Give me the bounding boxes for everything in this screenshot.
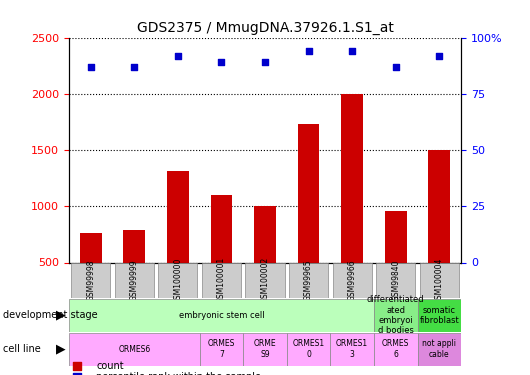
Bar [385, 211, 407, 319]
Point [304, 48, 313, 54]
FancyBboxPatch shape [69, 333, 200, 366]
FancyBboxPatch shape [200, 333, 243, 366]
Point [392, 64, 400, 70]
FancyBboxPatch shape [374, 299, 418, 332]
Text: ORMES
7: ORMES 7 [208, 339, 235, 359]
Text: embryonic stem cell: embryonic stem cell [179, 311, 264, 320]
Text: GSM100001: GSM100001 [217, 257, 226, 303]
Bar [80, 233, 102, 319]
Bar [167, 171, 189, 319]
Text: ▶: ▶ [56, 309, 66, 322]
Text: GSM100000: GSM100000 [173, 257, 182, 303]
Text: ORMES1
3: ORMES1 3 [336, 339, 368, 359]
Text: development stage: development stage [3, 310, 98, 320]
Text: ORMES6: ORMES6 [118, 345, 151, 354]
Bar [298, 124, 320, 319]
Text: ORMES1
0: ORMES1 0 [293, 339, 325, 359]
Point [73, 363, 81, 369]
FancyBboxPatch shape [289, 262, 328, 298]
Point [86, 64, 95, 70]
FancyBboxPatch shape [69, 299, 374, 332]
Text: GSM99998: GSM99998 [86, 260, 95, 301]
Text: GSM100002: GSM100002 [261, 257, 269, 303]
Text: not appli
cable: not appli cable [422, 339, 456, 359]
Point [435, 53, 444, 58]
Point [348, 48, 356, 54]
Text: ORME
S9: ORME S9 [254, 339, 276, 359]
FancyBboxPatch shape [330, 333, 374, 366]
Text: GSM99966: GSM99966 [348, 260, 357, 301]
Text: somatic
fibroblast: somatic fibroblast [419, 306, 459, 325]
Point [130, 64, 138, 70]
Text: percentile rank within the sample: percentile rank within the sample [96, 372, 261, 375]
FancyBboxPatch shape [332, 262, 372, 298]
FancyBboxPatch shape [245, 262, 285, 298]
FancyBboxPatch shape [114, 262, 154, 298]
Title: GDS2375 / MmugDNA.37926.1.S1_at: GDS2375 / MmugDNA.37926.1.S1_at [137, 21, 393, 35]
FancyBboxPatch shape [158, 262, 198, 298]
Bar [341, 94, 363, 319]
FancyBboxPatch shape [374, 333, 418, 366]
FancyBboxPatch shape [287, 333, 330, 366]
FancyBboxPatch shape [71, 262, 110, 298]
Text: ▶: ▶ [56, 343, 66, 355]
Text: differentiated
ated
embryoi
d bodies: differentiated ated embryoi d bodies [367, 295, 425, 336]
FancyBboxPatch shape [420, 262, 459, 298]
Text: count: count [96, 361, 124, 370]
FancyBboxPatch shape [243, 333, 287, 366]
Text: GSM99840: GSM99840 [391, 260, 400, 301]
Bar [254, 206, 276, 319]
FancyBboxPatch shape [376, 262, 416, 298]
Text: cell line: cell line [3, 344, 40, 354]
Bar [210, 195, 232, 319]
Bar [428, 150, 450, 319]
FancyBboxPatch shape [418, 333, 461, 366]
FancyBboxPatch shape [418, 299, 461, 332]
Text: ORMES
6: ORMES 6 [382, 339, 409, 359]
Point [73, 374, 81, 375]
Text: GSM100004: GSM100004 [435, 257, 444, 303]
Point [261, 59, 269, 65]
Text: GSM99999: GSM99999 [130, 260, 139, 301]
Point [217, 59, 226, 65]
Bar [123, 230, 145, 319]
Text: GSM99965: GSM99965 [304, 260, 313, 301]
Point [174, 53, 182, 58]
FancyBboxPatch shape [202, 262, 241, 298]
